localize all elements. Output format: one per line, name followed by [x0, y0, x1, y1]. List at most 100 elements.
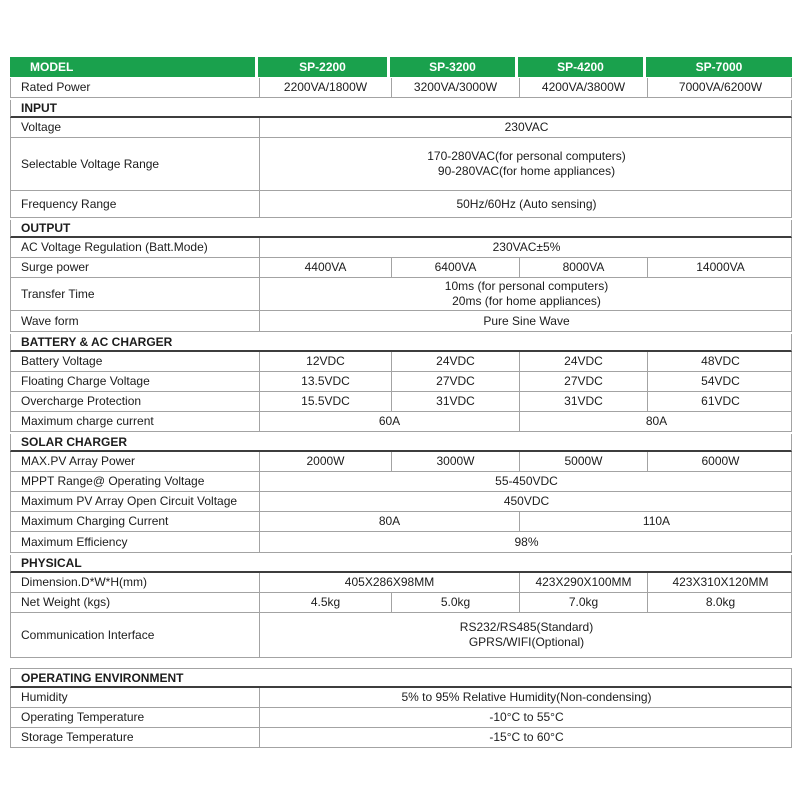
- row-label: Communication Interface: [21, 627, 155, 642]
- spec-value: 61VDC: [647, 392, 793, 411]
- spec-value: 8.0kg: [647, 593, 793, 612]
- spec-value: 24VDC: [391, 352, 519, 371]
- spec-value: 4.5kg: [259, 593, 391, 612]
- section-title: PHYSICAL: [10, 555, 792, 573]
- spec-value-line: 10ms (for personal computers): [444, 279, 609, 293]
- section-title: BATTERY & AC CHARGER: [10, 334, 792, 352]
- spec-value-line: 170-280VAC(for personal computers): [427, 149, 626, 163]
- spec-row: Dimension.D*W*H(mm) 405X286X98MM 423X290X1…: [10, 573, 792, 593]
- section-title: OUTPUT: [10, 220, 792, 238]
- row-label: Dimension.D*W*H(mm): [21, 575, 148, 589]
- row-label: Humidity: [21, 690, 68, 704]
- spec-value: 230VAC±5%: [259, 238, 793, 257]
- spec-value: 48VDC: [647, 352, 793, 371]
- section-title: OPERATING ENVIRONMENT: [10, 668, 792, 688]
- spec-row: Communication Interface RS232/RS485(Stand…: [10, 613, 792, 658]
- spec-value: 8000VA: [519, 258, 647, 277]
- spec-value: 12VDC: [259, 352, 391, 371]
- section-title: SOLAR CHARGER: [10, 434, 792, 452]
- spec-value: 110A: [519, 512, 793, 531]
- spec-value: 2200VA/1800W: [259, 78, 391, 97]
- spec-row: Operating Temperature -10°C to 55°C: [10, 708, 792, 728]
- model-header-label: MODEL: [10, 57, 258, 77]
- spec-value: 7.0kg: [519, 593, 647, 612]
- spec-value: 3000W: [391, 452, 519, 471]
- model-column-sp2200: SP-2200: [258, 57, 390, 77]
- spec-row: Humidity 5% to 95% Relative Humidity(Non-…: [10, 688, 792, 708]
- spec-value: 10ms (for personal computers) 20ms (for h…: [259, 278, 793, 310]
- spec-value: 50Hz/60Hz (Auto sensing): [259, 191, 793, 217]
- spec-value: 4200VA/3800W: [519, 78, 647, 97]
- section-operating-environment: OPERATING ENVIRONMENT Humidity 5% to 95% R…: [10, 668, 792, 748]
- spec-row: MPPT Range@ Operating Voltage 55-450VDC: [10, 472, 792, 492]
- section-battery-ac-charger: BATTERY & AC CHARGER Battery Voltage 12VDC…: [10, 334, 792, 432]
- row-label: Maximum PV Array Open Circuit Voltage: [21, 494, 238, 508]
- spec-value: 450VDC: [259, 492, 793, 511]
- spec-row: Selectable Voltage Range 170-280VAC(for p…: [10, 138, 792, 191]
- spec-value-line: RS232/RS485(Standard): [459, 620, 594, 634]
- spec-value: Pure Sine Wave: [259, 311, 793, 331]
- spec-row: Floating Charge Voltage 13.5VDC 27VDC 27VDC…: [10, 372, 792, 392]
- row-label: Floating Charge Voltage: [21, 374, 150, 388]
- spec-row: AC Voltage Regulation (Batt.Mode) 230VAC±…: [10, 238, 792, 258]
- row-label: MAX.PV Array Power: [21, 454, 136, 468]
- spec-value: 55-450VDC: [259, 472, 793, 491]
- section-output: OUTPUT AC Voltage Regulation (Batt.Mode) 2…: [10, 220, 792, 332]
- row-label: Overcharge Protection: [21, 394, 142, 408]
- spec-value: 423X310X120MM: [647, 573, 793, 592]
- row-label: Maximum Charging Current: [21, 514, 169, 528]
- spec-value: 27VDC: [391, 372, 519, 391]
- spec-value: -15°C to 60°C: [259, 728, 793, 747]
- row-label: Storage Temperature: [21, 730, 134, 744]
- spec-row: Maximum PV Array Open Circuit Voltage 450…: [10, 492, 792, 512]
- spec-row: Storage Temperature -15°C to 60°C: [10, 728, 792, 748]
- spec-value: 80A: [259, 512, 519, 531]
- spec-value: 54VDC: [647, 372, 793, 391]
- spec-value: 3200VA/3000W: [391, 78, 519, 97]
- spec-row: Maximum Efficiency 98%: [10, 532, 792, 553]
- row-label: Transfer Time: [21, 286, 95, 301]
- section-title: INPUT: [10, 100, 792, 118]
- section-rated-power: Rated Power 2200VA/1800W 3200VA/3000W 4200V…: [10, 78, 792, 98]
- row-label: AC Voltage Regulation (Batt.Mode): [21, 240, 208, 254]
- section-input: INPUT Voltage 230VAC Selectable Voltage Ran…: [10, 100, 792, 218]
- spec-value: 7000VA/6200W: [647, 78, 793, 97]
- spec-row: Voltage 230VAC: [10, 118, 792, 138]
- spec-value: 423X290X100MM: [519, 573, 647, 592]
- row-label: Maximum Efficiency: [21, 534, 128, 549]
- spec-value: 4400VA: [259, 258, 391, 277]
- spec-value: 31VDC: [519, 392, 647, 411]
- model-column-sp7000: SP-7000: [646, 57, 792, 77]
- spec-value: RS232/RS485(Standard) GPRS/WIFI(Optional): [259, 613, 793, 657]
- spec-value: 170-280VAC(for personal computers) 90-280…: [259, 138, 793, 190]
- section-solar-charger: SOLAR CHARGER MAX.PV Array Power 2000W 3000…: [10, 434, 792, 553]
- spec-value: 5000W: [519, 452, 647, 471]
- spec-value: 6000W: [647, 452, 793, 471]
- spec-value: 5.0kg: [391, 593, 519, 612]
- spec-row: Wave form Pure Sine Wave: [10, 311, 792, 332]
- spec-row: Battery Voltage 12VDC 24VDC 24VDC 48VDC: [10, 352, 792, 372]
- spec-value-line: GPRS/WIFI(Optional): [468, 635, 585, 649]
- model-column-sp3200: SP-3200: [390, 57, 518, 77]
- row-label: Selectable Voltage Range: [21, 156, 160, 171]
- spec-value: 405X286X98MM: [259, 573, 519, 592]
- spec-value: 15.5VDC: [259, 392, 391, 411]
- spec-value: 230VAC: [259, 118, 793, 137]
- row-label: Rated Power: [21, 80, 91, 94]
- row-label: Operating Temperature: [21, 710, 145, 724]
- spec-value: 2000W: [259, 452, 391, 471]
- spec-value: 6400VA: [391, 258, 519, 277]
- spec-value-line: 20ms (for home appliances): [452, 294, 601, 308]
- spec-value: 80A: [519, 412, 793, 431]
- row-label: Battery Voltage: [21, 354, 103, 368]
- spec-row: Transfer Time 10ms (for personal computer…: [10, 278, 792, 311]
- row-label: Wave form: [21, 313, 79, 328]
- spec-row: Maximum charge current 60A 80A: [10, 412, 792, 432]
- spec-value-line: 90-280VAC(for home appliances): [437, 164, 616, 178]
- spec-row: Net Weight (kgs) 4.5kg 5.0kg 7.0kg 8.0kg: [10, 593, 792, 613]
- row-label: Voltage: [21, 120, 62, 134]
- row-label: Surge power: [21, 260, 90, 274]
- row-label: Net Weight (kgs): [21, 595, 111, 609]
- spec-value: 98%: [259, 532, 793, 552]
